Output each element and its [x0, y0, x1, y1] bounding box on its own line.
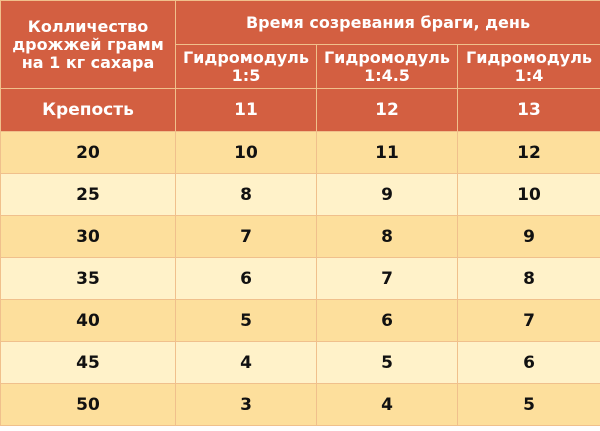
table-row: 35 6 7 8 [0, 257, 600, 300]
days-cell: 4 [316, 383, 458, 426]
days-cell: 8 [175, 173, 317, 216]
yeast-amount-cell: 20 [0, 131, 176, 174]
yeast-amount-cell: 50 [0, 383, 176, 426]
days-cell: 7 [456, 299, 600, 342]
days-cell: 6 [175, 257, 317, 300]
days-cell: 6 [316, 299, 458, 342]
days-cell: 7 [316, 257, 458, 300]
days-cell: 11 [316, 131, 458, 174]
days-cell: 12 [456, 131, 600, 174]
days-cell: 9 [316, 173, 458, 216]
yeast-amount-cell: 45 [0, 341, 176, 384]
days-cell: 9 [456, 215, 600, 258]
yeast-amount-cell: 35 [0, 257, 176, 300]
header-row-hydromodule: Гидромодуль 1:5 Гидромодуль 1:4.5 Гидром… [1, 44, 600, 89]
days-cell: 7 [175, 215, 317, 258]
days-cell: 5 [456, 383, 600, 426]
days-cell: 5 [175, 299, 317, 342]
days-cell: 8 [456, 257, 600, 300]
days-cell: 8 [316, 215, 458, 258]
table-row: 25 8 9 10 [0, 173, 600, 216]
table-row: 40 5 6 7 [0, 299, 600, 342]
table-row: 30 7 8 9 [0, 215, 600, 258]
days-cell: 10 [456, 173, 600, 216]
table-row: 20 10 11 12 [0, 131, 600, 174]
header-row-top: Колличество дрожжей грамм на 1 кг сахара… [0, 0, 600, 89]
table-row: 45 4 5 6 [0, 341, 600, 384]
strength-label: Крепость [0, 88, 176, 132]
days-cell: 4 [175, 341, 317, 384]
strength-value: 11 [175, 88, 317, 132]
hydromodule-1-5-header: Гидромодуль 1:5 [175, 44, 317, 89]
strength-row: Крепость 11 12 13 [0, 88, 600, 132]
days-cell: 10 [175, 131, 317, 174]
strength-value: 12 [316, 88, 458, 132]
yeast-amount-cell: 25 [0, 173, 176, 216]
yeast-amount-header: Колличество дрожжей грамм на 1 кг сахара [0, 0, 176, 89]
days-cell: 6 [456, 341, 600, 384]
yeast-amount-cell: 40 [0, 299, 176, 342]
maturation-time-header: Время созревания браги, день [174, 0, 600, 45]
days-cell: 3 [175, 383, 317, 426]
table-row: 50 3 4 5 [0, 383, 600, 426]
hydromodule-1-4-5-header: Гидромодуль 1:4.5 [316, 44, 458, 89]
strength-value: 13 [456, 88, 600, 132]
days-cell: 5 [316, 341, 458, 384]
hydromodule-1-4-header: Гидромодуль 1:4 [456, 44, 600, 89]
yeast-amount-cell: 30 [0, 215, 176, 258]
